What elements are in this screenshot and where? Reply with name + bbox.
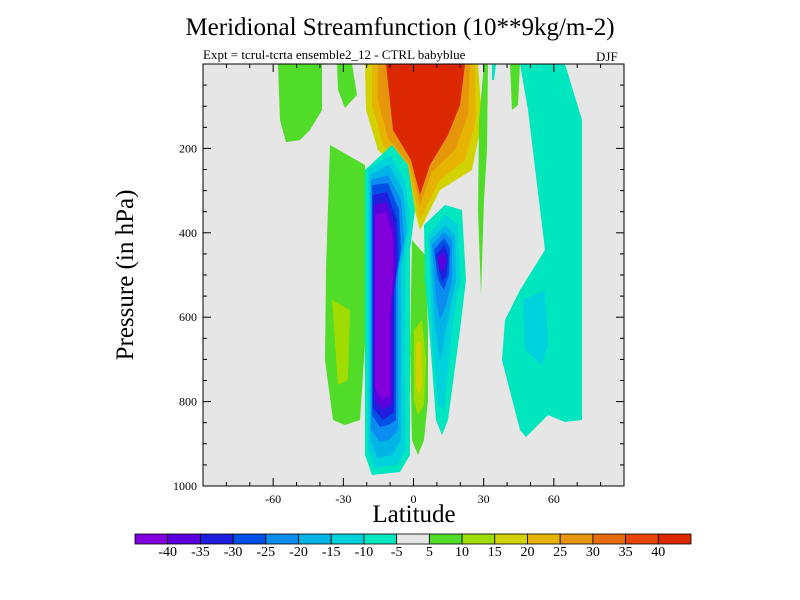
- colorbar-swatch: [657, 533, 692, 545]
- colorbar-swatch: [428, 533, 463, 545]
- y-tick-label: 1000: [173, 479, 197, 493]
- colorbar-swatch: [298, 533, 332, 545]
- y-tick-label: 600: [179, 310, 197, 324]
- colorbar-swatch: [625, 533, 659, 545]
- nh-neg-cell-core: [438, 252, 446, 272]
- colorbar-swatch: [134, 533, 169, 545]
- sh-lime-band: [332, 300, 350, 385]
- colorbar-swatch: [363, 533, 398, 545]
- colorbar: [134, 533, 692, 545]
- x-tick-label: 60: [548, 492, 560, 506]
- colorbar-label: 20: [520, 545, 535, 560]
- colorbar-label: 15: [487, 545, 502, 560]
- x-tick-label: -60: [265, 492, 281, 506]
- eq-yellow-tongue: [416, 340, 422, 395]
- colorbar-swatch: [167, 533, 201, 545]
- colorbar-label: 5: [425, 545, 433, 560]
- colorbar-label: -30: [223, 545, 243, 560]
- x-tick-label: 30: [478, 492, 490, 506]
- colorbar-label: 40: [651, 545, 666, 560]
- x-tick-label: 0: [411, 492, 417, 506]
- colorbar-label: 25: [553, 545, 568, 560]
- colorbar-label: -25: [256, 545, 276, 560]
- colorbar-swatch: [396, 533, 430, 545]
- colorbar-swatch: [265, 533, 299, 545]
- chart-title: Meridional Streamfunction (10**9kg/m-2): [185, 14, 615, 41]
- upper-cell-red: [386, 64, 465, 195]
- colorbar-label: 35: [618, 545, 633, 560]
- nh-teal-column: [502, 64, 582, 437]
- colorbar-label: -15: [321, 545, 341, 560]
- y-tick-label: 400: [179, 226, 197, 240]
- colorbar-label: -5: [390, 545, 403, 560]
- season-label: DJF: [596, 49, 618, 64]
- green-streak-right: [478, 64, 488, 295]
- colorbar-label: 10: [455, 545, 470, 560]
- chart-subtitle: Expt = tcrul-tcrta ensemble2_12 - CTRL b…: [203, 47, 466, 62]
- colorbar-label: -20: [289, 545, 308, 560]
- nh-cyan-core: [523, 290, 548, 365]
- green-streak-lower: [287, 100, 305, 142]
- colorbar-swatch: [200, 533, 234, 545]
- x-axis-label: Latitude: [372, 501, 456, 528]
- colorbar-label: -40: [158, 545, 178, 560]
- colorbar-swatch: [527, 533, 561, 545]
- colorbar-swatch: [232, 533, 267, 545]
- y-tick-label: 800: [179, 395, 197, 409]
- teal-streak: [492, 64, 496, 80]
- contour-fill-group: [278, 64, 582, 475]
- colorbar-label: -35: [191, 545, 210, 560]
- colorbar-swatch: [494, 533, 528, 545]
- colorbar-swatch: [461, 533, 496, 545]
- colorbar-label: 30: [585, 545, 600, 560]
- y-axis-label: Pressure (in hPa): [112, 189, 139, 361]
- green-streak-farright: [510, 64, 520, 110]
- x-tick-label: -30: [335, 492, 351, 506]
- axes-group: -60 -30 0 30 60 200 400 600 800 1000: [173, 64, 624, 506]
- colorbar-swatch: [559, 533, 594, 545]
- colorbar-swatch: [330, 533, 365, 545]
- sh-neg-cell-core: [375, 212, 393, 400]
- colorbar-swatch: [592, 533, 626, 545]
- green-streak-mid: [337, 64, 357, 108]
- y-tick-label: 200: [179, 141, 197, 155]
- sh-green-band: [325, 145, 368, 425]
- colorbar-label: -10: [354, 545, 374, 560]
